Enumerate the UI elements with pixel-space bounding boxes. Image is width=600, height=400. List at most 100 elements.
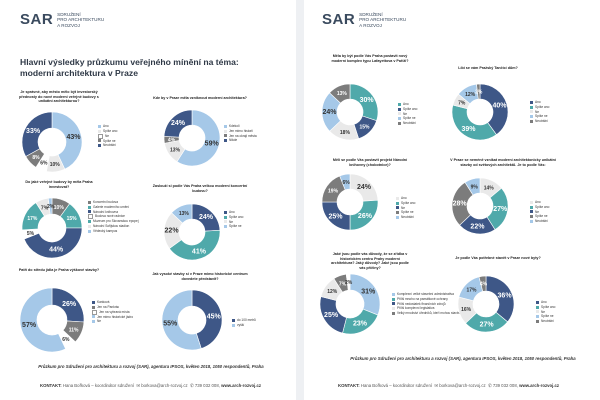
legend-swatch	[396, 196, 399, 200]
legend-item: Ne	[530, 210, 549, 215]
legend-swatch	[396, 206, 399, 210]
slice-label: 26%	[62, 301, 77, 308]
legend-swatch	[88, 220, 91, 224]
legend-label: Ano	[535, 100, 541, 104]
legend-swatch	[232, 323, 235, 327]
slice-label: 2%	[47, 204, 55, 210]
legend-item: Spíše ne	[98, 139, 117, 144]
legend-swatch	[398, 107, 401, 111]
donut-slice	[476, 83, 481, 100]
chart-question: Je podle Vás potřebné stavět v Praze nov…	[455, 256, 541, 260]
donut-chart: 24% 26% 25% 19% 6%	[321, 173, 379, 231]
donut-chart: 10%15% 44% 5% 17%7%2%	[21, 197, 83, 259]
footnote-right: Průzkum pro Sdružení pro architekturu a …	[350, 356, 576, 361]
donut-slice	[21, 111, 53, 157]
legend-swatch	[224, 139, 227, 143]
legend-label: Neutrální	[401, 215, 414, 220]
legend-item: Galerie moderního umění	[88, 205, 139, 210]
chart-legend: do 100 metrů vyšší	[232, 318, 256, 328]
legend-swatch	[530, 105, 533, 109]
chart-question: Kde by v Praze měla vzniknout moderní ar…	[153, 96, 247, 100]
legend-item: Komplexní velké stavební administrativa	[392, 292, 473, 297]
legend-item: Neutrální	[536, 319, 555, 324]
legend-swatch	[98, 144, 101, 148]
slice-label: 30%	[360, 97, 375, 104]
logo-mark: SAR	[20, 11, 54, 28]
legend-label: Ne	[403, 111, 408, 116]
legend-swatch	[224, 220, 227, 224]
slice-label: 31%	[361, 289, 376, 296]
slice-label: 11%	[69, 327, 79, 333]
slice-label: 26%	[358, 213, 373, 220]
slice-label: 10%	[50, 162, 61, 168]
legend-label: Ne	[105, 133, 110, 138]
legend-swatch	[88, 229, 91, 233]
legend-swatch	[530, 110, 533, 114]
legend-item: Spíše ano	[530, 205, 549, 210]
legend-label: Ne	[229, 219, 234, 224]
legend-label: Spíše ano	[401, 200, 416, 205]
legend-item: Jen na vybraná místa	[92, 309, 133, 315]
slice-label: 23%	[353, 321, 368, 328]
legend-label: Příliš mnoho na památkové ochrany	[397, 296, 448, 301]
legend-label: Spíše ne	[401, 210, 414, 215]
slice-label: 25%	[324, 312, 339, 319]
legend-label: Nikde	[229, 138, 238, 143]
legend-label: Ano	[401, 196, 407, 200]
legend-swatch	[88, 210, 91, 214]
legend-swatch	[88, 205, 91, 209]
legend-label: Muzeum pro Slovanskou epopej	[93, 219, 139, 224]
legend-swatch	[530, 100, 533, 104]
chart-legend: Ano Spíše ano Ne Spíše ne	[224, 210, 243, 229]
slice-label: 8%	[32, 155, 40, 161]
donut-chart: 26% 11% 6% 57%	[19, 287, 85, 353]
legend-item: Kdekoli	[224, 124, 257, 129]
legend-item: Příliš komplexní legislativa	[392, 306, 473, 311]
slice-label: 43%	[66, 134, 81, 141]
chart-question: Patří do středu jídla je Praha výškové s…	[18, 268, 100, 272]
legend-swatch	[530, 210, 533, 214]
legend-swatch	[92, 315, 95, 319]
legend-label: Kdekoli	[229, 124, 240, 128]
donut-slice	[23, 227, 83, 259]
slice-label: 17%	[27, 216, 38, 222]
donut-slice	[19, 287, 67, 353]
donut-slice	[464, 177, 481, 196]
legend-label: Ne	[535, 109, 540, 114]
legend-swatch	[536, 300, 539, 304]
legend-label: Národní Sofijskou stadion	[93, 224, 130, 229]
slice-label: 25%	[328, 213, 343, 220]
legend-label: do 100 metrů	[237, 318, 256, 322]
legend-swatch	[530, 205, 533, 209]
legend-label: Neutrální	[103, 143, 116, 148]
donut-slice	[161, 289, 202, 351]
slice-label: 6%	[343, 180, 351, 186]
chart-legend: Kdekoli Jen mimo historii Jen na okraji mě…	[224, 124, 257, 143]
legend-swatch	[398, 117, 401, 121]
legend-swatch	[536, 320, 539, 324]
legend-item: Příliš nedostatek finančních zdrojů	[392, 302, 473, 307]
legend-label: Národní knihovna	[93, 209, 118, 214]
chart-legend: Ano Spíše ano Ne Spíše ne Neutrální	[396, 196, 415, 220]
legend-swatch	[92, 309, 97, 315]
legend-swatch	[396, 211, 399, 215]
legend-swatch	[392, 302, 395, 306]
legend-label: Spíše ne	[103, 138, 116, 143]
legend-item: Spíše ne	[530, 214, 549, 219]
contact-line-right: KONTAKT: Hana Bořková – koordinátor sdru…	[338, 383, 560, 388]
legend-swatch	[536, 310, 539, 314]
legend-swatch	[224, 134, 227, 138]
legend-label: Ano	[229, 210, 235, 214]
chart-question: Je správné, aby město mělo být investors…	[19, 90, 99, 104]
slice-label: 2%	[475, 90, 483, 96]
donut-slice	[485, 275, 515, 323]
slice-label: 9%	[471, 184, 479, 190]
legend-label: Příliš nedostatek finančních zdrojů	[397, 301, 446, 306]
legend-swatch	[224, 129, 227, 133]
legend-item: Ne	[98, 133, 117, 139]
chart-question: Měla by být podle Vás Praha postavit nov…	[331, 54, 409, 63]
sar-logo-right: SAR SDRUŽENÍ PRO ARCHITEKTURU A ROZVOJ	[322, 11, 407, 28]
legend-swatch	[88, 225, 91, 229]
legend-item: do 100 metrů	[232, 318, 256, 323]
legend-label: Spíše ano	[403, 106, 418, 111]
